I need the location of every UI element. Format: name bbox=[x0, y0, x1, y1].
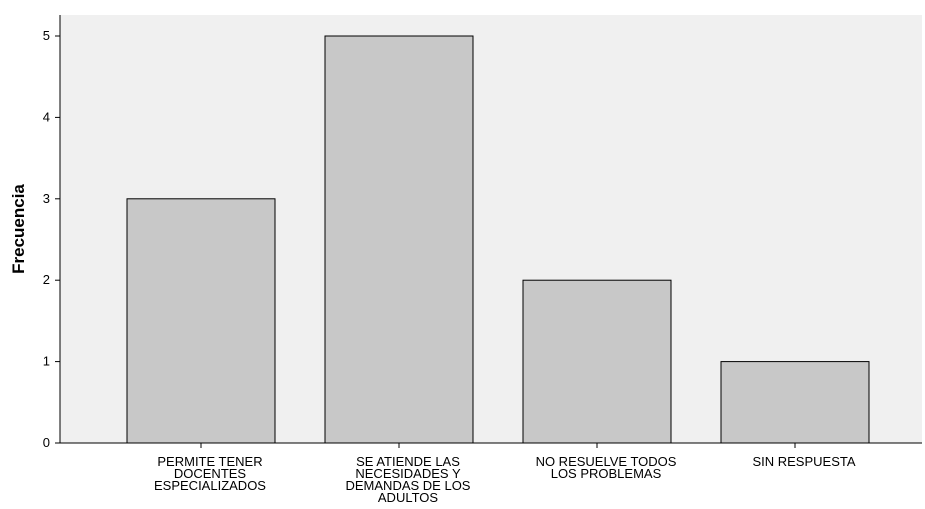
x-category-label-line: NECESIDADES Y bbox=[355, 466, 461, 481]
x-category-label-line: NO RESUELVE TODOS bbox=[536, 454, 677, 469]
x-category-label-line: ADULTOS bbox=[378, 490, 439, 505]
bar-1 bbox=[126, 198, 276, 444]
x-category-label-line: SIN RESPUESTA bbox=[752, 454, 855, 469]
y-tick-label: 5 bbox=[43, 28, 50, 43]
x-category-label-line: PERMITE TENER bbox=[157, 454, 262, 469]
x-category-label-line: DEMANDAS DE LOS bbox=[346, 478, 471, 493]
bars-group bbox=[126, 35, 870, 444]
y-tick-label: 1 bbox=[43, 354, 50, 369]
y-tick-label: 2 bbox=[43, 272, 50, 287]
x-category-label: NO RESUELVE TODOS LOS PROBLEMAS bbox=[536, 454, 677, 481]
y-axis-title: Frecuencia bbox=[9, 184, 28, 274]
x-category-label: SIN RESPUESTA bbox=[752, 454, 855, 469]
y-tick-label: 3 bbox=[43, 191, 50, 206]
bar-3 bbox=[522, 279, 672, 444]
y-tick-label: 0 bbox=[43, 435, 50, 450]
x-category-label-line: DOCENTES bbox=[174, 466, 247, 481]
x-category-label-line: ESPECIALIZADOS bbox=[154, 478, 266, 493]
x-category-label-line: LOS PROBLEMAS bbox=[551, 466, 662, 481]
x-category-label: SE ATIENDE LAS NECESIDADES Y DEMANDAS DE L… bbox=[346, 454, 471, 505]
bar-4 bbox=[720, 361, 870, 444]
bar-2 bbox=[324, 35, 474, 444]
x-labels-group: PERMITE TENER DOCENTES ESPECIALIZADOS SE AT… bbox=[154, 443, 856, 505]
x-category-label: PERMITE TENER DOCENTES ESPECIALIZADOS bbox=[154, 454, 266, 493]
x-category-label-line: SE ATIENDE LAS bbox=[356, 454, 460, 469]
y-tick-label: 4 bbox=[43, 109, 50, 124]
y-ticks-group: 0 1 2 3 4 5 bbox=[43, 28, 60, 450]
